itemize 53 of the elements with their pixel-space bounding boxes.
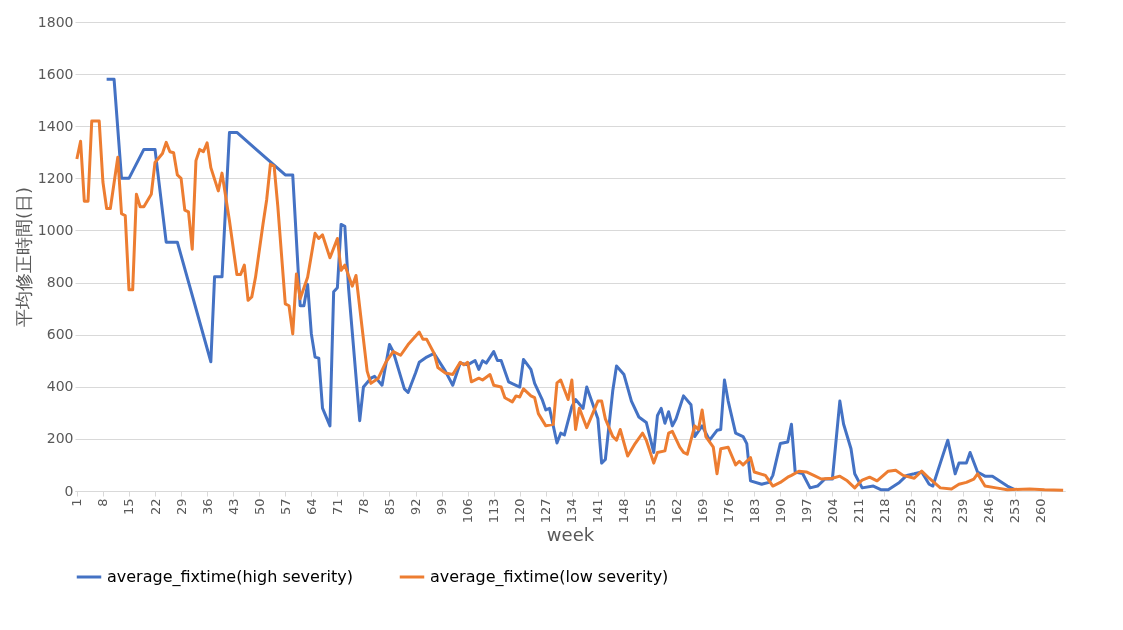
x-tick-label: 169 [694,498,710,524]
x-tick-label: 15 [121,498,137,516]
x-tick-label: 197 [798,498,814,524]
legend-label: average_fixtime(high severity) [107,567,353,587]
y-tick-label: 1800 [37,13,74,30]
y-tick-label: 800 [46,274,74,291]
x-tick-label: 22 [147,498,163,516]
y-tick-label: 1600 [37,65,74,82]
x-tick-label: 106 [460,498,476,524]
x-tick-label: 57 [277,498,293,516]
x-tick-label: 78 [355,498,371,516]
y-tick-label: 0 [64,482,74,499]
x-tick-label: 239 [955,498,971,524]
x-tick-label: 162 [668,498,684,524]
x-tick-label: 113 [486,498,502,524]
x-tick-label: 43 [225,498,241,516]
x-tick-label: 211 [850,498,866,524]
x-tick-label: 155 [642,498,658,524]
y-tick-label: 200 [46,430,74,447]
x-tick-label: 29 [173,498,189,516]
line-series [105,77,1017,492]
x-tick-label: 204 [824,498,840,524]
legend-label: average_fixtime(low severity) [430,567,669,587]
x-tick-label: 148 [616,498,632,524]
y-tick-label: 1400 [37,117,74,134]
x-tick-label: 71 [329,498,345,516]
x-tick-label: 92 [408,498,424,516]
x-tick-label: 232 [929,498,945,524]
x-tick-label: 134 [564,498,580,524]
x-tick-label: 50 [251,498,267,516]
x-tick-label: 260 [1033,498,1049,524]
x-tick-label: 183 [746,498,762,524]
x-tick-label: 176 [720,498,736,524]
y-axis-title: 平均修正時間(日) [12,186,34,328]
x-tick-label: 127 [538,498,554,524]
x-tick-label: 85 [381,498,397,516]
x-tick-label: 8 [95,498,111,507]
x-tick-label: 120 [512,498,528,524]
x-tick-label: 225 [903,498,919,524]
x-tick-label: 218 [876,498,892,524]
y-tick-label: 1200 [37,169,74,186]
x-tick-label: 141 [590,498,606,524]
x-tick-label: 64 [303,498,319,516]
x-axis-title: week [546,524,595,546]
x-tick-label: 99 [434,498,450,516]
y-tick-label: 400 [46,378,74,395]
x-tick-label: 190 [772,498,788,524]
x-tick-label: 246 [981,498,997,524]
x-tick-label: 1 [69,498,85,507]
y-tick-label: 1000 [37,221,74,238]
x-tick-label: 36 [199,498,215,516]
x-tick-label: 253 [1007,498,1023,524]
y-tick-label: 600 [46,326,74,343]
